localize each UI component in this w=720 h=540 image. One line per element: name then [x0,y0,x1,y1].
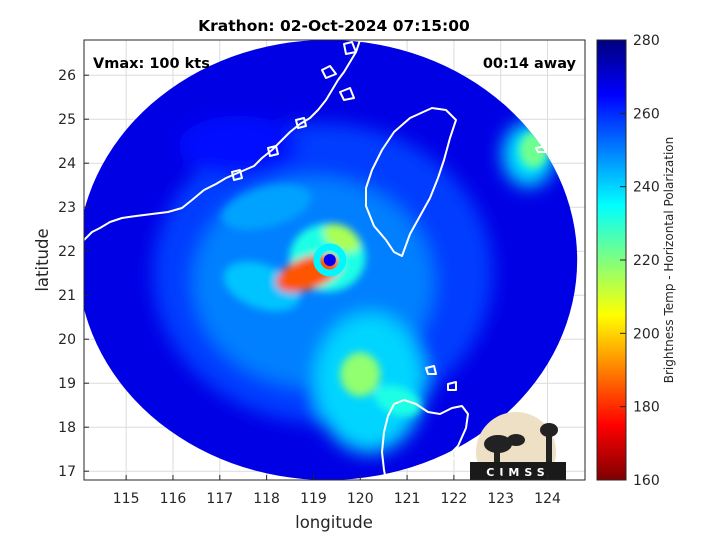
southern-band [340,352,381,397]
colorbar-tick-label: 180 [633,400,660,416]
colorbar-tick-label: 260 [633,106,660,122]
batanes-islands [425,137,565,391]
coastlines [84,40,565,480]
y-tick-label: 20 [58,332,76,348]
northwest-outer-band [178,115,299,176]
y-tick-label: 18 [58,420,76,436]
x-tick-label: 118 [253,491,280,507]
x-axis-label: longitude [295,513,373,532]
logo-text: CIMSS [486,466,549,479]
y-tick-label: 22 [58,244,76,260]
eyewall-arc [276,254,342,293]
y-tick-label: 17 [58,464,76,480]
x-tick-label: 124 [534,491,561,507]
axes-frame [83,39,586,481]
y-tick-label: 26 [58,68,76,84]
microwave-swath [84,40,578,480]
x-tick-label: 122 [441,491,468,507]
x-axis: 115 116 117 118 119 120 121 122 123 124 [113,475,561,507]
x-tick-label: 121 [394,491,421,507]
x-tick-label: 115 [113,491,140,507]
x-tick-label: 119 [300,491,327,507]
storm-eye [323,254,336,266]
colorbar-label: Brightness Temp - Horizontal Polarizatio… [662,137,676,384]
colorbar-ticks: 160 180 200 220 240 260 280 [620,33,660,489]
chart-title: Krathon: 02-Oct-2024 07:15:00 [198,17,470,35]
x-tick-label: 117 [206,491,233,507]
x-tick-label: 120 [347,491,374,507]
colorbar-tick-label: 240 [633,180,660,196]
x-tick-label: 123 [487,491,514,507]
y-axis-label: latitude [33,228,52,291]
spiral-band-nw [221,184,312,230]
china-coastline [84,40,361,241]
vmax-annotation: Vmax: 100 kts [93,56,210,72]
y-tick-label: 24 [58,156,76,172]
colorbar-tick-label: 200 [633,326,660,342]
y-axis: 17 18 19 20 21 22 23 24 25 26 [58,68,89,480]
y-tick-label: 25 [58,112,76,128]
y-tick-label: 21 [58,288,76,304]
coastal-islands [231,41,357,181]
southern-band-2 [374,385,421,417]
colorbar-tick-label: 160 [633,473,660,489]
time-away-annotation: 00:14 away [483,56,577,72]
colorbar-tick-label: 280 [633,33,660,49]
x-tick-label: 116 [160,491,187,507]
taiwan-coastline [365,107,457,257]
y-tick-label: 23 [58,200,76,216]
colorbar-tick-label: 220 [633,253,660,269]
eyewall-ring [313,243,347,277]
y-tick-label: 19 [58,376,76,392]
